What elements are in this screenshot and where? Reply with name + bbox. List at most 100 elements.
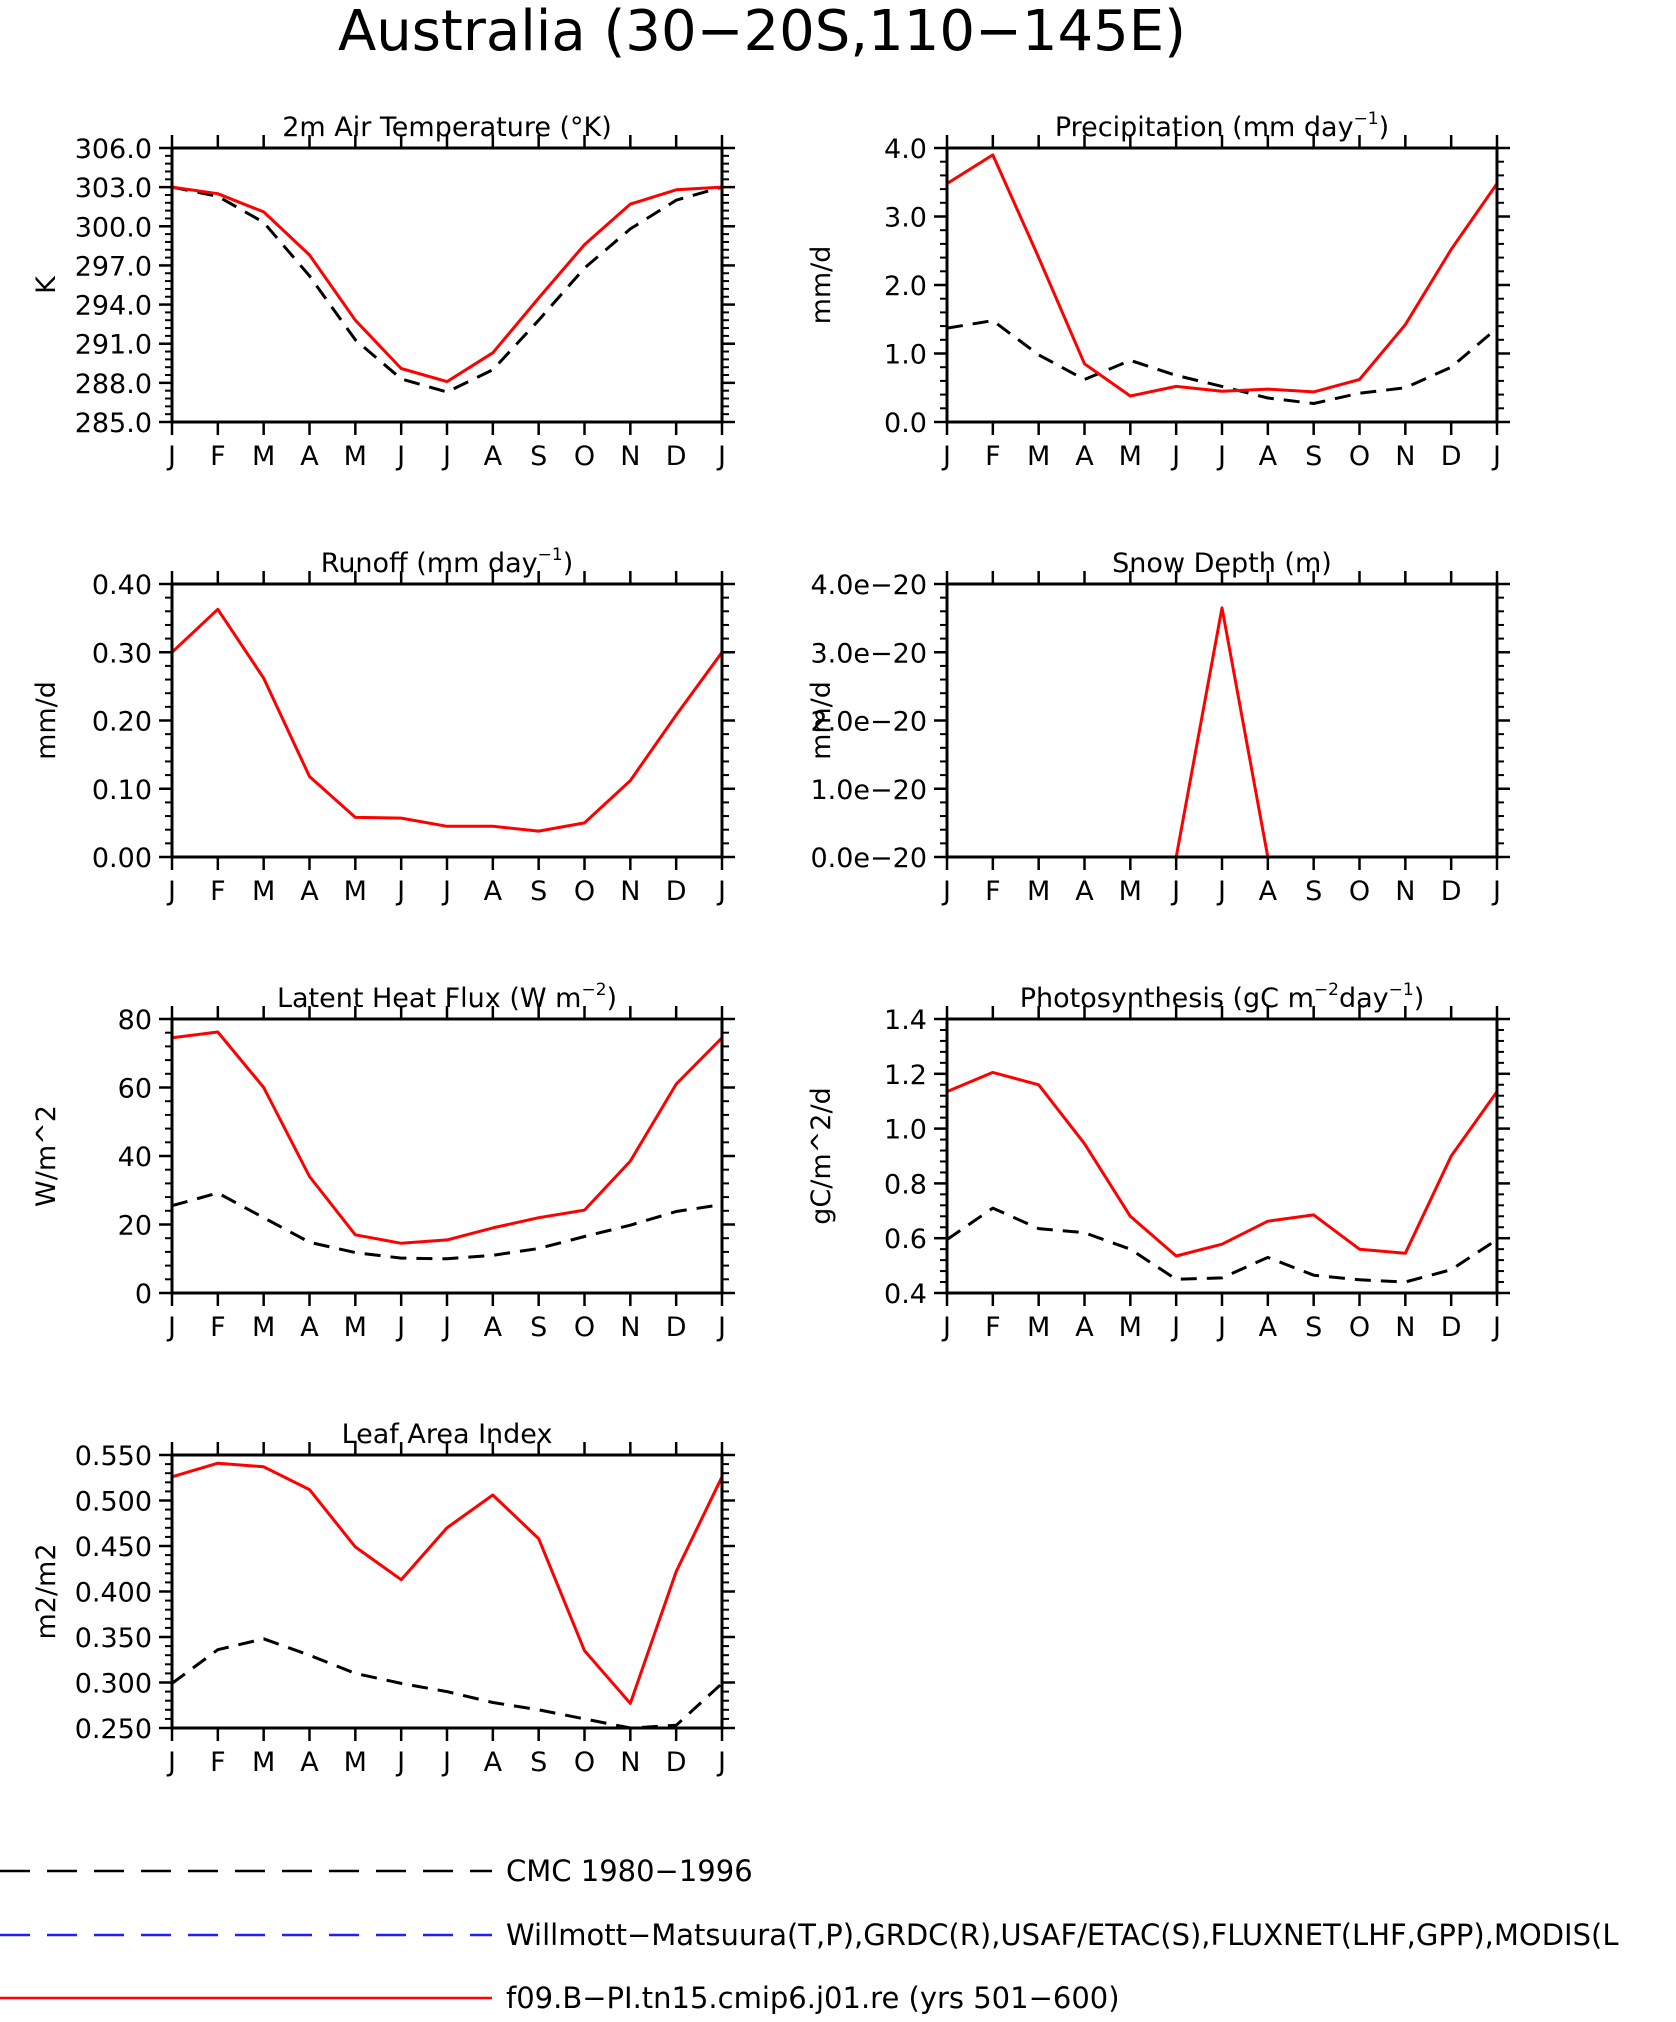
y-tick-label: 4.0 bbox=[884, 134, 927, 165]
y-tick-label: 3.0 bbox=[884, 203, 927, 234]
obs-series-line bbox=[172, 1637, 722, 1728]
x-tick-label: J bbox=[716, 441, 726, 472]
x-tick-label: A bbox=[484, 1312, 503, 1343]
x-tick-label: J bbox=[1491, 1312, 1501, 1343]
panel-title-superscript: −1 bbox=[538, 545, 563, 565]
y-tick-label: 0.550 bbox=[75, 1441, 152, 1472]
x-tick-label: O bbox=[1349, 441, 1370, 472]
y-tick-label: 303.0 bbox=[75, 173, 152, 204]
panel-title-superscript: −2 bbox=[1314, 980, 1339, 1000]
x-tick-label: J bbox=[1491, 441, 1501, 472]
x-tick-label: J bbox=[1170, 1312, 1180, 1343]
x-tick-label: A bbox=[300, 1747, 319, 1778]
y-tick-label: 0.4 bbox=[884, 1279, 927, 1310]
y-tick-label: 0.250 bbox=[75, 1714, 152, 1745]
y-tick-label: 0 bbox=[135, 1279, 152, 1310]
legend: CMC 1980−1996 Willmott−Matsuura(T,P),GRDC… bbox=[0, 1854, 1619, 2015]
y-tick-label: 1.0 bbox=[884, 1115, 927, 1146]
x-tick-label: A bbox=[1075, 876, 1094, 907]
y-tick-label: 0.6 bbox=[884, 1224, 927, 1255]
x-tick-label: M bbox=[252, 1312, 275, 1343]
obs-series-line bbox=[172, 1191, 722, 1261]
x-tick-label: N bbox=[1395, 441, 1415, 472]
panel-title-text: Runoff (mm day bbox=[321, 548, 538, 579]
plot-frame bbox=[945, 1017, 1499, 1295]
x-tick-label: S bbox=[530, 441, 547, 472]
x-tick-label: S bbox=[1305, 876, 1322, 907]
x-tick-label: A bbox=[1259, 1312, 1278, 1343]
x-tick-label: D bbox=[1441, 1312, 1462, 1343]
y-tick-label: 297.0 bbox=[75, 251, 152, 282]
y-axis-label: W/m^2 bbox=[31, 1105, 62, 1207]
x-tick-label: O bbox=[1349, 1312, 1370, 1343]
y-tick-label: 0.20 bbox=[92, 707, 152, 738]
y-tick-label: 20 bbox=[118, 1211, 152, 1242]
x-tick-label: J bbox=[166, 1312, 176, 1343]
x-tick-label: M bbox=[1027, 876, 1050, 907]
x-tick-label: M bbox=[252, 441, 275, 472]
y-tick-label: 4.0e−20 bbox=[810, 570, 927, 601]
x-tick-label: F bbox=[210, 876, 226, 907]
x-tick-label: N bbox=[620, 441, 640, 472]
y-tick-label: 80 bbox=[118, 1005, 152, 1036]
x-tick-label: D bbox=[666, 441, 687, 472]
x-tick-label: J bbox=[716, 1312, 726, 1343]
panel-title-superscript: −2 bbox=[581, 980, 606, 1000]
x-tick-label: N bbox=[620, 876, 640, 907]
y-tick-label: 0.0 bbox=[884, 408, 927, 439]
x-tick-label: D bbox=[666, 1312, 687, 1343]
panel-title-text-end: ) bbox=[1414, 983, 1425, 1014]
x-tick-label: O bbox=[574, 441, 595, 472]
x-tick-label: J bbox=[441, 441, 451, 472]
y-tick-label: 2.0e−20 bbox=[810, 707, 927, 738]
x-tick-label: M bbox=[1119, 876, 1142, 907]
y-tick-label: 0.400 bbox=[75, 1578, 152, 1609]
y-axis-label: mm/d bbox=[806, 681, 837, 760]
model-series-line bbox=[172, 607, 722, 833]
panel-title-text: Photosynthesis (gC m bbox=[1020, 983, 1314, 1014]
x-tick-label: D bbox=[666, 876, 687, 907]
panel-title-text-end: ) bbox=[607, 983, 618, 1014]
x-tick-label: M bbox=[1119, 1312, 1142, 1343]
x-tick-label: J bbox=[395, 441, 405, 472]
x-tick-label: N bbox=[620, 1312, 640, 1343]
x-tick-label: F bbox=[985, 441, 1001, 472]
x-tick-label: J bbox=[395, 1747, 405, 1778]
y-tick-label: 285.0 bbox=[75, 408, 152, 439]
panel-4: Snow Depth (m)mm/d0.0e−201.0e−202.0e−203… bbox=[806, 548, 1510, 907]
x-tick-label: A bbox=[1075, 441, 1094, 472]
y-tick-label: 306.0 bbox=[75, 134, 152, 165]
y-tick-label: 0.10 bbox=[92, 775, 152, 806]
model-series-line bbox=[172, 1030, 722, 1245]
obs-series-line bbox=[172, 185, 722, 394]
x-tick-label: A bbox=[300, 1312, 319, 1343]
x-tick-label: J bbox=[1491, 876, 1501, 907]
y-tick-label: 3.0e−20 bbox=[810, 638, 927, 669]
x-tick-label: A bbox=[484, 441, 503, 472]
y-tick-label: 1.0e−20 bbox=[810, 775, 927, 806]
panel-title: Latent Heat Flux (W m−2) bbox=[277, 980, 617, 1014]
x-tick-label: O bbox=[574, 1747, 595, 1778]
y-tick-label: 0.0e−20 bbox=[810, 843, 927, 874]
plot-frame bbox=[170, 1453, 724, 1730]
panel-2: Precipitation (mm day−1) mm/d 0.0 1.0 2.0 3.0… bbox=[806, 109, 1510, 472]
y-tick-label: 2.0 bbox=[884, 271, 927, 302]
plot-frame bbox=[170, 582, 724, 859]
panel-title: Photosynthesis (gC m−2day−1) bbox=[1020, 980, 1424, 1014]
figure-title: Australia (30−20S,110−145E) bbox=[338, 0, 1186, 64]
x-tick-label: F bbox=[985, 876, 1001, 907]
x-tick-label: F bbox=[985, 1312, 1001, 1343]
panel-title-text: Latent Heat Flux (W m bbox=[277, 983, 582, 1014]
panel-3: Runoff (mm day−1) mm/d 0.00 0.10 0.20 0.30 0.4… bbox=[31, 545, 735, 907]
y-tick-label: 300.0 bbox=[75, 212, 152, 243]
x-tick-label: A bbox=[1259, 441, 1278, 472]
x-tick-label: S bbox=[1305, 441, 1322, 472]
panel-7: Leaf Area Indexm2/m20.2500.3000.3500.400… bbox=[31, 1419, 735, 1778]
panel-6: Photosynthesis (gC m−2day−1) gC/m^2/d 0.4 0… bbox=[806, 980, 1510, 1343]
legend-label: Willmott−Matsuura(T,P),GRDC(R),USAF/ETAC… bbox=[506, 1918, 1619, 1952]
x-tick-label: S bbox=[1305, 1312, 1322, 1343]
y-tick-label: 0.350 bbox=[75, 1623, 152, 1654]
x-tick-label: D bbox=[666, 1747, 687, 1778]
x-tick-label: M bbox=[344, 1747, 367, 1778]
